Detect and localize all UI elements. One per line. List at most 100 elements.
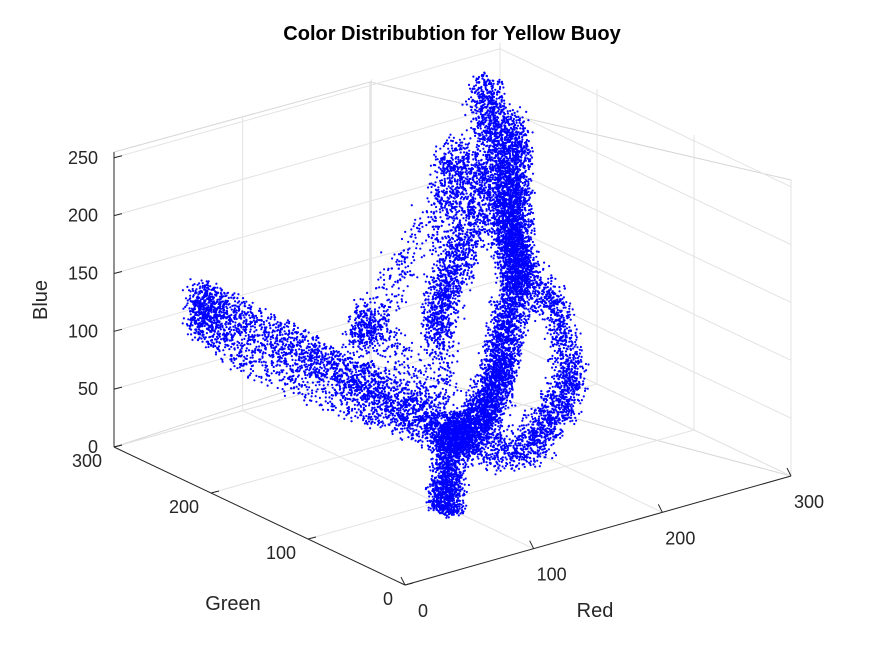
data-point	[515, 116, 518, 119]
data-point	[494, 261, 497, 264]
data-point	[501, 375, 504, 378]
data-point	[518, 251, 521, 254]
data-point	[511, 393, 514, 396]
data-point	[489, 114, 492, 117]
data-point	[467, 83, 471, 86]
data-point	[525, 138, 529, 142]
data-point	[494, 167, 497, 170]
data-point	[510, 367, 513, 370]
data-point	[508, 292, 511, 295]
data-point	[515, 333, 518, 336]
data-point	[489, 82, 492, 85]
data-point	[482, 97, 485, 100]
data-point	[519, 197, 522, 201]
data-point	[508, 339, 511, 342]
data-point	[521, 136, 524, 139]
data-point	[504, 214, 507, 217]
data-point	[498, 294, 501, 297]
data-point	[516, 141, 519, 144]
data-point	[509, 109, 512, 112]
data-point	[482, 345, 485, 348]
data-point	[503, 312, 506, 315]
data-point	[506, 366, 509, 369]
data-point	[501, 276, 504, 279]
data-point	[503, 371, 506, 375]
data-point	[505, 159, 508, 162]
data-point	[477, 352, 480, 355]
data-point	[496, 83, 499, 86]
data-point	[510, 278, 513, 282]
data-point	[514, 298, 517, 301]
data-point	[527, 168, 531, 171]
data-point	[518, 321, 521, 324]
data-point	[489, 163, 492, 166]
data-point	[498, 236, 501, 239]
data-point	[477, 86, 480, 89]
data-point	[519, 324, 522, 327]
data-point	[472, 75, 475, 78]
data-point	[488, 79, 491, 82]
data-point	[484, 358, 487, 361]
data-point	[524, 315, 527, 318]
data-point	[508, 103, 511, 106]
data-point	[511, 323, 514, 326]
data-point	[483, 363, 486, 366]
data-point	[519, 344, 522, 347]
data-point	[499, 280, 502, 283]
data-point	[529, 276, 532, 279]
data-point	[494, 164, 497, 167]
data-point	[502, 108, 505, 111]
data-point	[492, 122, 495, 125]
data-point	[500, 372, 503, 375]
data-point	[506, 150, 509, 153]
data-point	[507, 320, 510, 323]
data-point	[498, 78, 501, 81]
data-point	[485, 322, 488, 325]
data-point	[511, 153, 514, 156]
data-point	[509, 176, 512, 179]
grid-line-z	[113, 279, 792, 419]
data-point	[483, 82, 486, 85]
data-point	[493, 355, 496, 358]
data-point	[496, 250, 499, 253]
data-point	[489, 167, 492, 170]
data-point	[488, 212, 491, 215]
data-point	[505, 331, 508, 334]
data-point	[510, 382, 514, 385]
data-point	[513, 308, 516, 311]
data-point	[516, 257, 519, 260]
data-point	[489, 134, 492, 138]
data-point	[516, 348, 520, 351]
data-point	[501, 164, 504, 167]
data-point	[536, 260, 540, 263]
data-point	[523, 167, 526, 170]
data-point	[498, 194, 501, 197]
data-point	[524, 159, 527, 162]
data-point	[513, 128, 516, 131]
data-point	[526, 296, 529, 299]
data-point	[527, 160, 531, 163]
data-point	[507, 363, 510, 366]
data-point	[516, 153, 519, 156]
data-point	[494, 116, 497, 119]
data-point	[501, 274, 504, 277]
data-point	[500, 392, 503, 395]
data-point	[501, 133, 504, 136]
data-point	[494, 319, 497, 322]
data-point	[527, 152, 530, 156]
data-point	[524, 274, 527, 277]
data-point	[514, 123, 517, 127]
data-point	[529, 220, 532, 223]
data-point	[504, 244, 507, 247]
data-point	[523, 189, 527, 192]
data-point	[489, 96, 492, 99]
data-point	[489, 328, 492, 331]
data-point	[525, 220, 528, 223]
data-point	[507, 194, 510, 197]
data-point	[477, 75, 481, 79]
data-point	[524, 169, 527, 172]
data-point	[498, 252, 501, 255]
data-point	[519, 174, 522, 177]
data-point	[521, 282, 524, 285]
data-point	[506, 254, 510, 258]
